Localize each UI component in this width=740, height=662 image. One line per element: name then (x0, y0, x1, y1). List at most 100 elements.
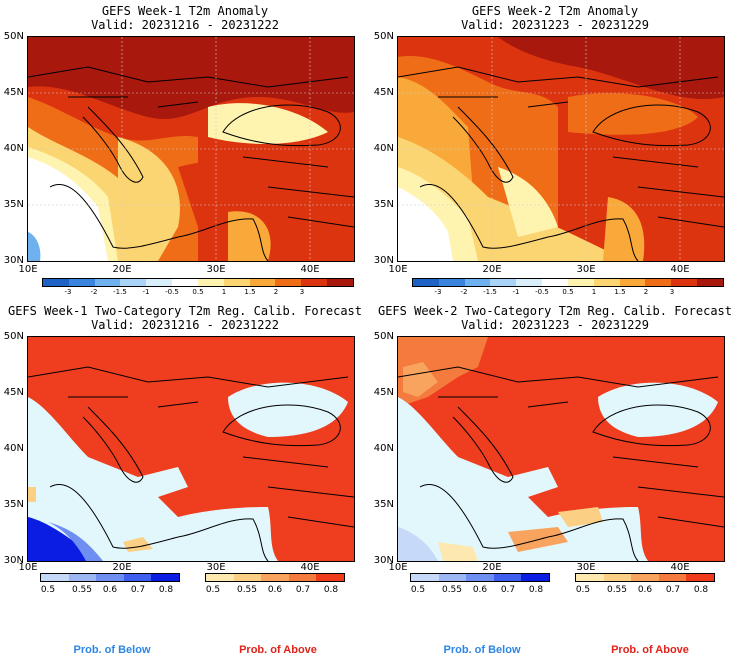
prob-of-below-label: Prob. of Below (73, 644, 151, 656)
colorbar-swatch (123, 574, 152, 581)
lon-label: 10E (388, 264, 408, 275)
colorbar-tick-label: 0.5 (192, 288, 204, 296)
colorbar-swatch (151, 574, 179, 581)
colorbar-swatch (671, 279, 698, 286)
below-probability-colorbar (40, 573, 180, 582)
colorbar-tick-label: 0.8 (158, 585, 174, 595)
panel-week1-probability: GEFS Week-1 Two-Category T2m Reg. Calib.… (0, 300, 370, 630)
colorbar-swatch (197, 279, 224, 286)
anomaly-colorbar (42, 278, 354, 287)
colorbar-swatch (658, 574, 687, 581)
colorbar-swatch (567, 279, 594, 286)
colorbar-swatch (686, 574, 714, 581)
colorbar-tick-label: -1 (142, 288, 150, 296)
colorbar-swatch (41, 574, 69, 581)
colorbar-swatch (68, 279, 95, 286)
lat-label: 40N (373, 443, 394, 454)
colorbar-swatch (631, 574, 659, 581)
colorbar-tick-label: -1.5 (483, 288, 497, 296)
colorbar-swatch (120, 279, 147, 286)
lat-label: 30N (3, 555, 24, 566)
prob-of-above-label: Prob. of Above (611, 644, 689, 656)
lat-label: 30N (3, 255, 24, 266)
colorbar-swatch (288, 574, 317, 581)
colorbar-tick-label: 1 (221, 288, 227, 296)
colorbar-swatch (43, 279, 69, 286)
lon-label: 20E (112, 562, 132, 573)
colorbar-swatch (68, 574, 97, 581)
colorbar-tick-label: 0.5 (410, 585, 426, 595)
colorbar-swatch (249, 279, 276, 286)
panel-valid-dates: Valid: 20231223 - 20231229 (461, 18, 649, 32)
colorbar-swatch (146, 279, 173, 286)
anomaly-map-week2 (397, 36, 725, 262)
lon-label: 40E (670, 562, 690, 573)
colorbar-swatch (542, 279, 568, 286)
colorbar-tick-label: -1 (512, 288, 520, 296)
colorbar-tick-label: 1 (591, 288, 597, 296)
lat-label: 50N (373, 31, 394, 42)
colorbar-tick-label: 0.5 (562, 288, 574, 296)
lat-label: 50N (3, 31, 24, 42)
prob-of-above-label: Prob. of Above (239, 644, 317, 656)
colorbar-tick-label: 0.7 (500, 585, 516, 595)
colorbar-swatch (411, 574, 439, 581)
colorbar-swatch (223, 279, 250, 286)
colorbar-tick-label: 0.7 (130, 585, 146, 595)
lon-label: 30E (206, 264, 226, 275)
colorbar-tick-label: 3 (669, 288, 675, 296)
lat-label: 45N (3, 387, 24, 398)
lat-label: 30N (373, 555, 394, 566)
panel-week1-anomaly: GEFS Week-1 T2m Anomaly Valid: 20231216 … (0, 0, 370, 330)
colorbar-swatch (576, 574, 604, 581)
colorbar-tick-label: 0.6 (102, 585, 118, 595)
above-probability-colorbar (575, 573, 715, 582)
lon-label: 40E (670, 264, 690, 275)
colorbar-swatch (94, 279, 121, 286)
above-colorbar-labels: 0.5 0.55 0.6 0.7 0.8 (205, 585, 345, 597)
above-colorbar-labels: 0.5 0.55 0.6 0.7 0.8 (575, 585, 715, 597)
colorbar-tick-label: 0.5 (40, 585, 56, 595)
lon-label: 10E (18, 562, 38, 573)
colorbar-tick-label: 0.55 (236, 585, 258, 595)
lon-label: 10E (18, 264, 38, 275)
panel-week2-anomaly: GEFS Week-2 T2m Anomaly Valid: 20231223 … (370, 0, 740, 330)
lat-label: 50N (3, 331, 24, 342)
colorbar-swatch (521, 574, 549, 581)
colorbar-tick-label: 0.6 (472, 585, 488, 595)
below-colorbar-labels: 0.5 0.55 0.6 0.7 0.8 (40, 585, 180, 597)
probability-map-week2 (397, 336, 725, 562)
colorbar-swatch (516, 279, 543, 286)
colorbar-tick-label: -2 (460, 288, 468, 296)
lat-label: 35N (3, 499, 24, 510)
colorbar-swatch (438, 574, 467, 581)
anomaly-colorbar (412, 278, 724, 287)
colorbar-tick-label: -2 (90, 288, 98, 296)
probability-map-week1 (27, 336, 355, 562)
colorbar-tick-label: 0.5 (575, 585, 591, 595)
below-colorbar-labels: 0.5 0.55 0.6 0.7 0.8 (410, 585, 550, 597)
colorbar-swatch (206, 574, 234, 581)
colorbar-tick-label: 2 (273, 288, 279, 296)
panel-valid-dates: Valid: 20231216 - 20231222 (91, 318, 279, 332)
lat-label: 45N (3, 87, 24, 98)
colorbar-swatch (697, 279, 723, 286)
colorbar-tick-label: 0.8 (693, 585, 709, 595)
anomaly-colorbar-labels: -3 -2 -1.5 -1 -0.5 0.5 1 1.5 2 3 (42, 288, 354, 298)
colorbar-swatch (96, 574, 124, 581)
panel-valid-dates: Valid: 20231223 - 20231229 (461, 318, 649, 332)
panel-week2-probability: GEFS Week-2 Two-Category T2m Reg. Calib.… (370, 300, 740, 630)
colorbar-swatch (603, 574, 632, 581)
colorbar-swatch (464, 279, 491, 286)
colorbar-swatch (275, 279, 302, 286)
colorbar-tick-label: 0.55 (441, 585, 463, 595)
lat-label: 50N (373, 331, 394, 342)
colorbar-tick-label: 0.8 (323, 585, 339, 595)
colorbar-swatch (316, 574, 344, 581)
colorbar-tick-label: -3 (64, 288, 72, 296)
colorbar-swatch (490, 279, 517, 286)
lat-label: 40N (373, 143, 394, 154)
colorbar-tick-label: 0.7 (665, 585, 681, 595)
lat-label: 40N (3, 443, 24, 454)
colorbar-swatch (172, 279, 198, 286)
